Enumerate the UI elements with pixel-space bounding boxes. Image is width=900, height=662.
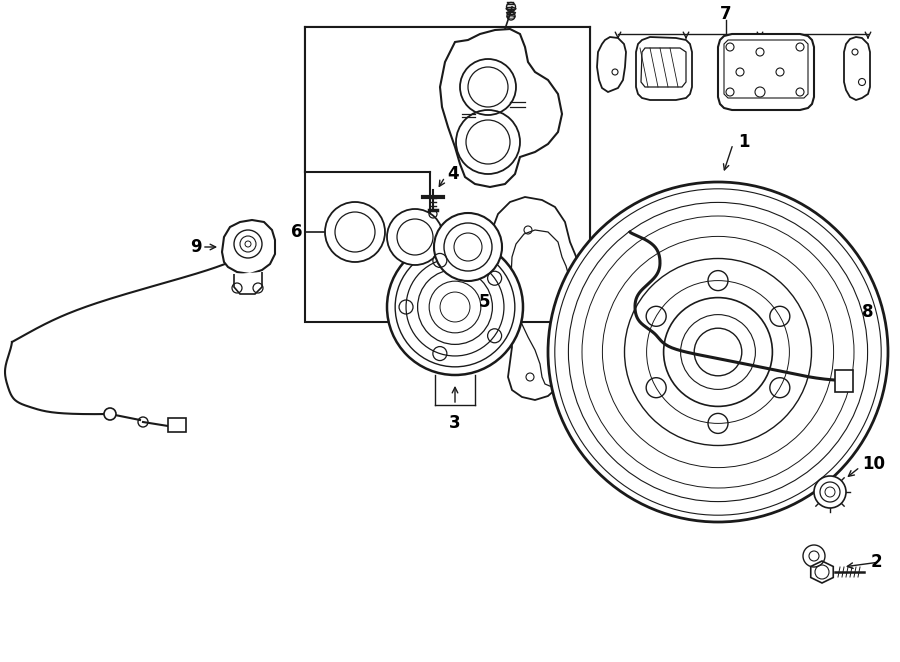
Text: 6: 6 xyxy=(291,223,302,241)
Circle shape xyxy=(814,476,846,508)
Circle shape xyxy=(387,209,443,265)
Polygon shape xyxy=(844,37,870,100)
Bar xyxy=(305,27,590,172)
Text: 7: 7 xyxy=(720,5,732,23)
Circle shape xyxy=(325,202,385,262)
Circle shape xyxy=(548,182,888,522)
Circle shape xyxy=(104,408,116,420)
Circle shape xyxy=(434,213,502,281)
Bar xyxy=(168,418,186,432)
Text: 4: 4 xyxy=(447,165,459,183)
Polygon shape xyxy=(811,561,833,583)
Polygon shape xyxy=(490,197,582,400)
Polygon shape xyxy=(718,34,814,110)
Polygon shape xyxy=(636,37,692,100)
Polygon shape xyxy=(440,29,562,187)
Polygon shape xyxy=(641,48,686,87)
Polygon shape xyxy=(222,220,275,274)
Text: 9: 9 xyxy=(191,238,202,256)
Polygon shape xyxy=(234,272,262,294)
Circle shape xyxy=(387,239,523,375)
Polygon shape xyxy=(597,37,626,92)
Text: 5: 5 xyxy=(479,293,490,311)
Text: 1: 1 xyxy=(738,133,750,151)
Bar xyxy=(305,27,590,322)
Text: 8: 8 xyxy=(862,303,874,321)
Text: 2: 2 xyxy=(870,553,882,571)
Bar xyxy=(835,370,853,392)
Text: 3: 3 xyxy=(449,414,461,432)
Polygon shape xyxy=(511,230,572,387)
Text: 10: 10 xyxy=(862,455,885,473)
Polygon shape xyxy=(724,40,808,98)
Bar xyxy=(430,172,590,322)
